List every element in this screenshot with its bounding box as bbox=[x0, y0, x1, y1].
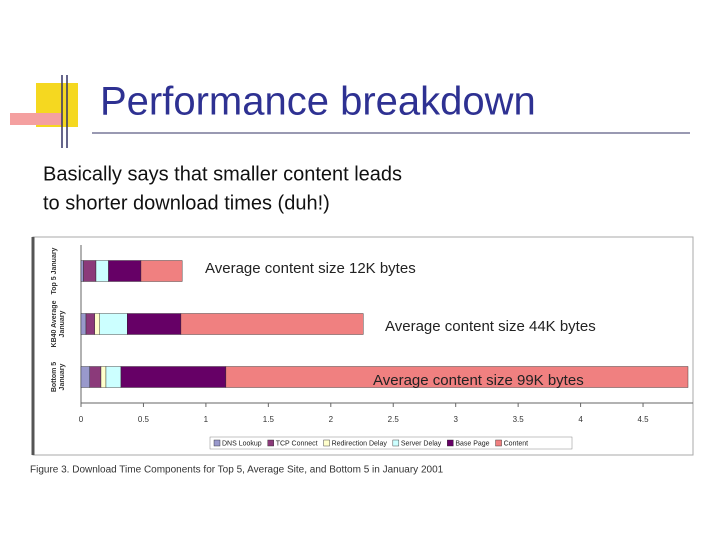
x-tick-label: 2.5 bbox=[388, 415, 400, 424]
bar-segment bbox=[85, 313, 95, 335]
x-tick-label: 0.5 bbox=[138, 415, 150, 424]
bar-segment bbox=[80, 366, 90, 388]
bar-segment bbox=[100, 366, 107, 388]
legend-label: Content bbox=[504, 440, 529, 447]
bar-segment bbox=[127, 313, 182, 335]
category-label-box: Bottom 5 January bbox=[51, 361, 66, 393]
decoration bbox=[10, 75, 690, 148]
x-tick-label: 3 bbox=[453, 415, 458, 424]
legend-label: DNS Lookup bbox=[222, 440, 262, 447]
legend: DNS Lookup TCP Connect Redirection Delay Se… bbox=[209, 436, 573, 450]
x-tick-label: 0 bbox=[79, 415, 84, 424]
bar-segment bbox=[95, 260, 109, 282]
bar-segment bbox=[180, 313, 364, 335]
category-label-box: KB40 Average January bbox=[51, 300, 66, 348]
legend-label: TCP Connect bbox=[276, 440, 318, 447]
body-text: Basically says that smaller content lead… bbox=[43, 163, 402, 185]
annotation: Average content size 99K bytes bbox=[373, 372, 584, 389]
x-tick-label: 1.5 bbox=[263, 415, 275, 424]
legend-swatch bbox=[213, 439, 221, 447]
x-tick-label: 4 bbox=[578, 415, 583, 424]
category-label: Top 5 January bbox=[51, 247, 58, 295]
bar-segment bbox=[108, 260, 142, 282]
annotation: Average content size 44K bytes bbox=[385, 318, 596, 335]
bar-segment bbox=[140, 260, 183, 282]
x-tick-label: 1 bbox=[204, 415, 209, 424]
legend-swatch bbox=[392, 439, 400, 447]
legend-label: Server Delay bbox=[401, 440, 442, 447]
bar-segment bbox=[105, 366, 122, 388]
x-tick-label: 3.5 bbox=[513, 415, 525, 424]
bar-segment bbox=[80, 260, 84, 282]
legend-label: Redirection Delay bbox=[332, 440, 388, 447]
legend-swatch bbox=[323, 439, 330, 447]
bar-segment bbox=[83, 260, 97, 282]
legend-swatch bbox=[267, 439, 274, 447]
bar-segment bbox=[94, 313, 100, 335]
annotation: Average content size 12K bytes bbox=[205, 260, 416, 277]
bar-segment bbox=[120, 366, 227, 388]
x-tick-label: 4.5 bbox=[637, 415, 649, 424]
body-text: to shorter download times (duh!) bbox=[43, 192, 330, 214]
category-label: Bottom 5 January bbox=[51, 361, 66, 393]
deco-bar bbox=[10, 113, 62, 125]
legend-swatch bbox=[447, 439, 454, 447]
x-tick-label: 2 bbox=[329, 415, 334, 424]
legend-frame bbox=[209, 436, 573, 450]
bar-segment bbox=[89, 366, 102, 388]
bar-segment bbox=[225, 366, 689, 388]
bar-segment bbox=[80, 313, 87, 335]
legend-swatch bbox=[495, 439, 502, 447]
category-label-box: Top 5 January bbox=[51, 247, 58, 295]
caption: Figure 3. Download Time Components for T… bbox=[30, 465, 444, 476]
legend-label: Base Page bbox=[455, 440, 489, 447]
category-label: KB40 Average January bbox=[51, 300, 66, 348]
slide-title: Performance breakdown bbox=[100, 80, 536, 124]
bar-segment bbox=[99, 313, 128, 335]
